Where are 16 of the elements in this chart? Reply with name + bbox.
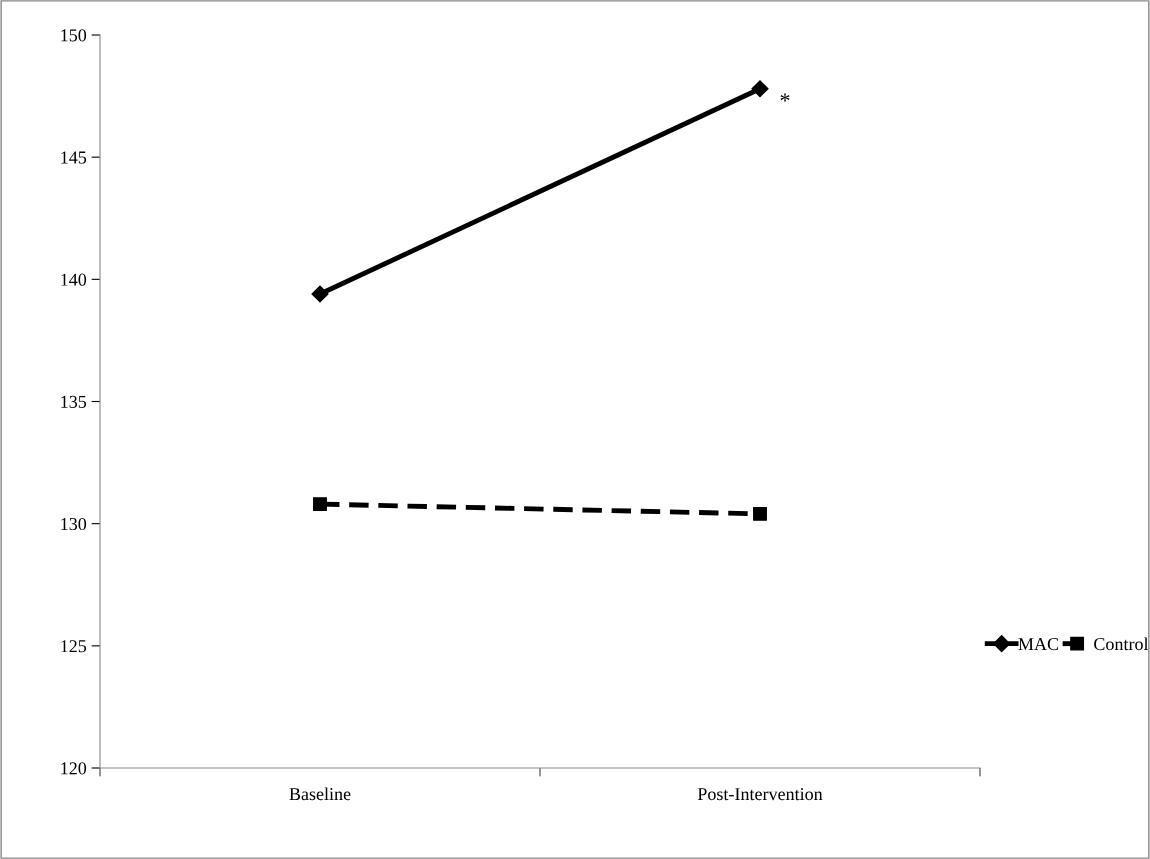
y-tick-label: 145 [61,151,87,164]
annotation: * [780,93,790,102]
x-tick-label: Post-Intervention [697,788,823,801]
y-tick-label: 140 [61,273,87,286]
point [311,285,329,303]
x-tick-label: Baseline [289,787,351,801]
legend-label: Control [1094,637,1149,651]
point [753,506,767,521]
y-tick-label: 150 [61,29,87,42]
point [751,80,769,98]
y-tick-label: 120 [61,762,87,775]
point [313,497,327,512]
legend-label: MAC [1018,638,1059,651]
y-tick-label: 125 [61,640,87,653]
y-tick-label: 130 [61,517,87,531]
y-tick-label: 135 [61,395,87,408]
